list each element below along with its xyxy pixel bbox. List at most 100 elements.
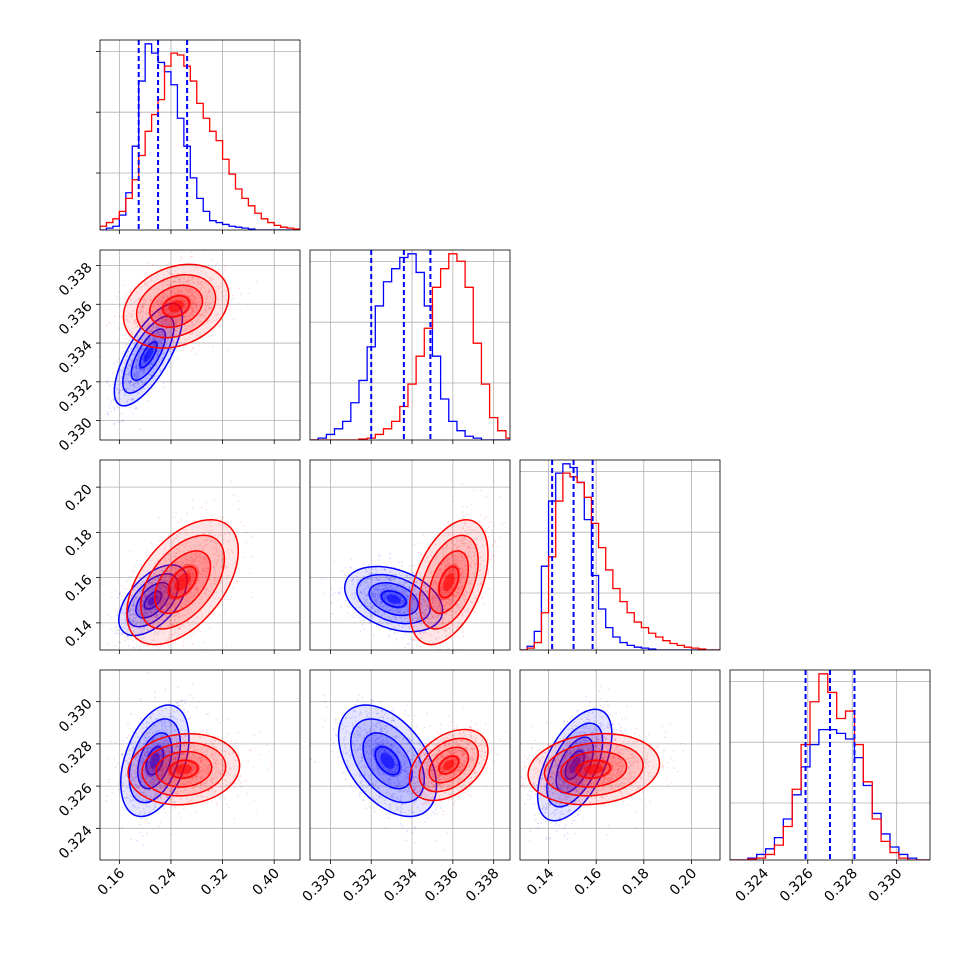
scatter-point xyxy=(179,550,182,553)
scatter-point xyxy=(164,579,166,582)
scatter-point xyxy=(200,281,203,284)
scatter-point xyxy=(120,584,123,587)
scatter-point xyxy=(217,288,220,290)
scatter-point xyxy=(150,612,152,615)
scatter-point xyxy=(208,289,211,292)
scatter-point xyxy=(212,345,214,348)
scatter-point xyxy=(167,603,170,605)
scatter-point xyxy=(174,578,177,581)
scatter-point xyxy=(133,617,136,620)
scatter-point xyxy=(184,300,186,302)
scatter-point xyxy=(172,592,174,594)
scatter-point xyxy=(124,618,126,621)
scatter-point xyxy=(156,301,159,304)
scatter-point xyxy=(135,366,137,369)
scatter-point xyxy=(132,612,135,615)
scatter-point xyxy=(155,608,157,611)
scatter-point xyxy=(161,345,163,348)
scatter-point xyxy=(176,288,179,291)
scatter-point xyxy=(143,595,145,597)
scatter-point xyxy=(143,636,146,639)
scatter-point xyxy=(159,349,162,352)
scatter-point xyxy=(160,584,163,587)
scatter-point xyxy=(134,350,137,353)
scatter-point xyxy=(171,293,173,295)
scatter-point xyxy=(192,304,195,306)
scatter-point xyxy=(183,532,186,534)
scatter-point xyxy=(184,563,187,566)
scatter-point xyxy=(174,555,177,558)
scatter-point xyxy=(160,317,163,320)
scatter-point xyxy=(158,589,160,592)
scatter-point xyxy=(127,363,130,366)
scatter-point xyxy=(206,295,209,298)
scatter-point xyxy=(146,594,149,597)
scatter-point xyxy=(161,312,164,315)
scatter-point xyxy=(131,360,134,363)
scatter-point xyxy=(164,591,167,594)
scatter-point xyxy=(149,569,152,572)
scatter-point xyxy=(139,627,142,630)
scatter-point xyxy=(156,624,159,626)
scatter-point xyxy=(157,599,160,602)
scatter-point xyxy=(212,565,215,568)
scatter-point xyxy=(165,587,168,589)
scatter-point xyxy=(194,266,197,269)
scatter-point xyxy=(117,358,120,360)
scatter-point xyxy=(190,301,193,303)
scatter-point xyxy=(184,339,187,341)
scatter-point xyxy=(164,591,166,594)
scatter-point xyxy=(160,589,163,592)
scatter-point xyxy=(167,599,169,602)
scatter-point xyxy=(120,369,123,372)
scatter-point xyxy=(210,515,213,518)
scatter-point xyxy=(126,319,129,322)
scatter-point xyxy=(221,553,224,556)
scatter-point xyxy=(113,423,116,426)
scatter-point xyxy=(148,605,151,608)
scatter-point xyxy=(340,605,342,608)
scatter-point xyxy=(192,620,195,622)
scatter-point xyxy=(195,307,198,310)
scatter-point xyxy=(134,382,137,385)
scatter-point xyxy=(367,564,370,567)
scatter-point xyxy=(157,354,159,357)
scatter-point xyxy=(147,360,150,362)
scatter-point xyxy=(231,551,234,553)
scatter-point xyxy=(136,386,139,389)
scatter-point xyxy=(159,603,162,606)
scatter-point xyxy=(208,590,211,593)
scatter-point xyxy=(113,398,115,401)
scatter-point xyxy=(156,350,159,353)
scatter-point xyxy=(135,596,138,599)
scatter-point xyxy=(146,644,149,647)
scatter-point xyxy=(152,324,155,327)
scatter-point xyxy=(136,291,139,293)
scatter-point xyxy=(142,569,145,572)
scatter-point xyxy=(140,621,143,624)
scatter-point xyxy=(143,594,146,597)
scatter-point xyxy=(132,620,134,623)
scatter-point xyxy=(144,283,147,285)
scatter-point xyxy=(159,613,162,615)
scatter-point xyxy=(153,589,155,592)
scatter-point xyxy=(143,581,146,584)
scatter-point xyxy=(157,576,160,579)
scatter-point xyxy=(227,574,230,577)
scatter-point xyxy=(120,376,123,379)
scatter-point xyxy=(198,576,200,579)
scatter-point xyxy=(140,364,143,366)
scatter-point xyxy=(121,370,124,372)
scatter-point xyxy=(166,322,169,325)
scatter-point xyxy=(152,324,155,327)
scatter-point xyxy=(160,662,162,664)
scatter-point xyxy=(190,250,193,253)
scatter-point xyxy=(225,577,228,579)
scatter-point xyxy=(217,554,220,557)
scatter-point xyxy=(194,290,197,292)
scatter-point xyxy=(164,322,167,324)
scatter-point xyxy=(123,381,125,384)
scatter-point xyxy=(156,355,159,358)
scatter-point xyxy=(140,631,143,634)
scatter-point xyxy=(136,586,138,588)
